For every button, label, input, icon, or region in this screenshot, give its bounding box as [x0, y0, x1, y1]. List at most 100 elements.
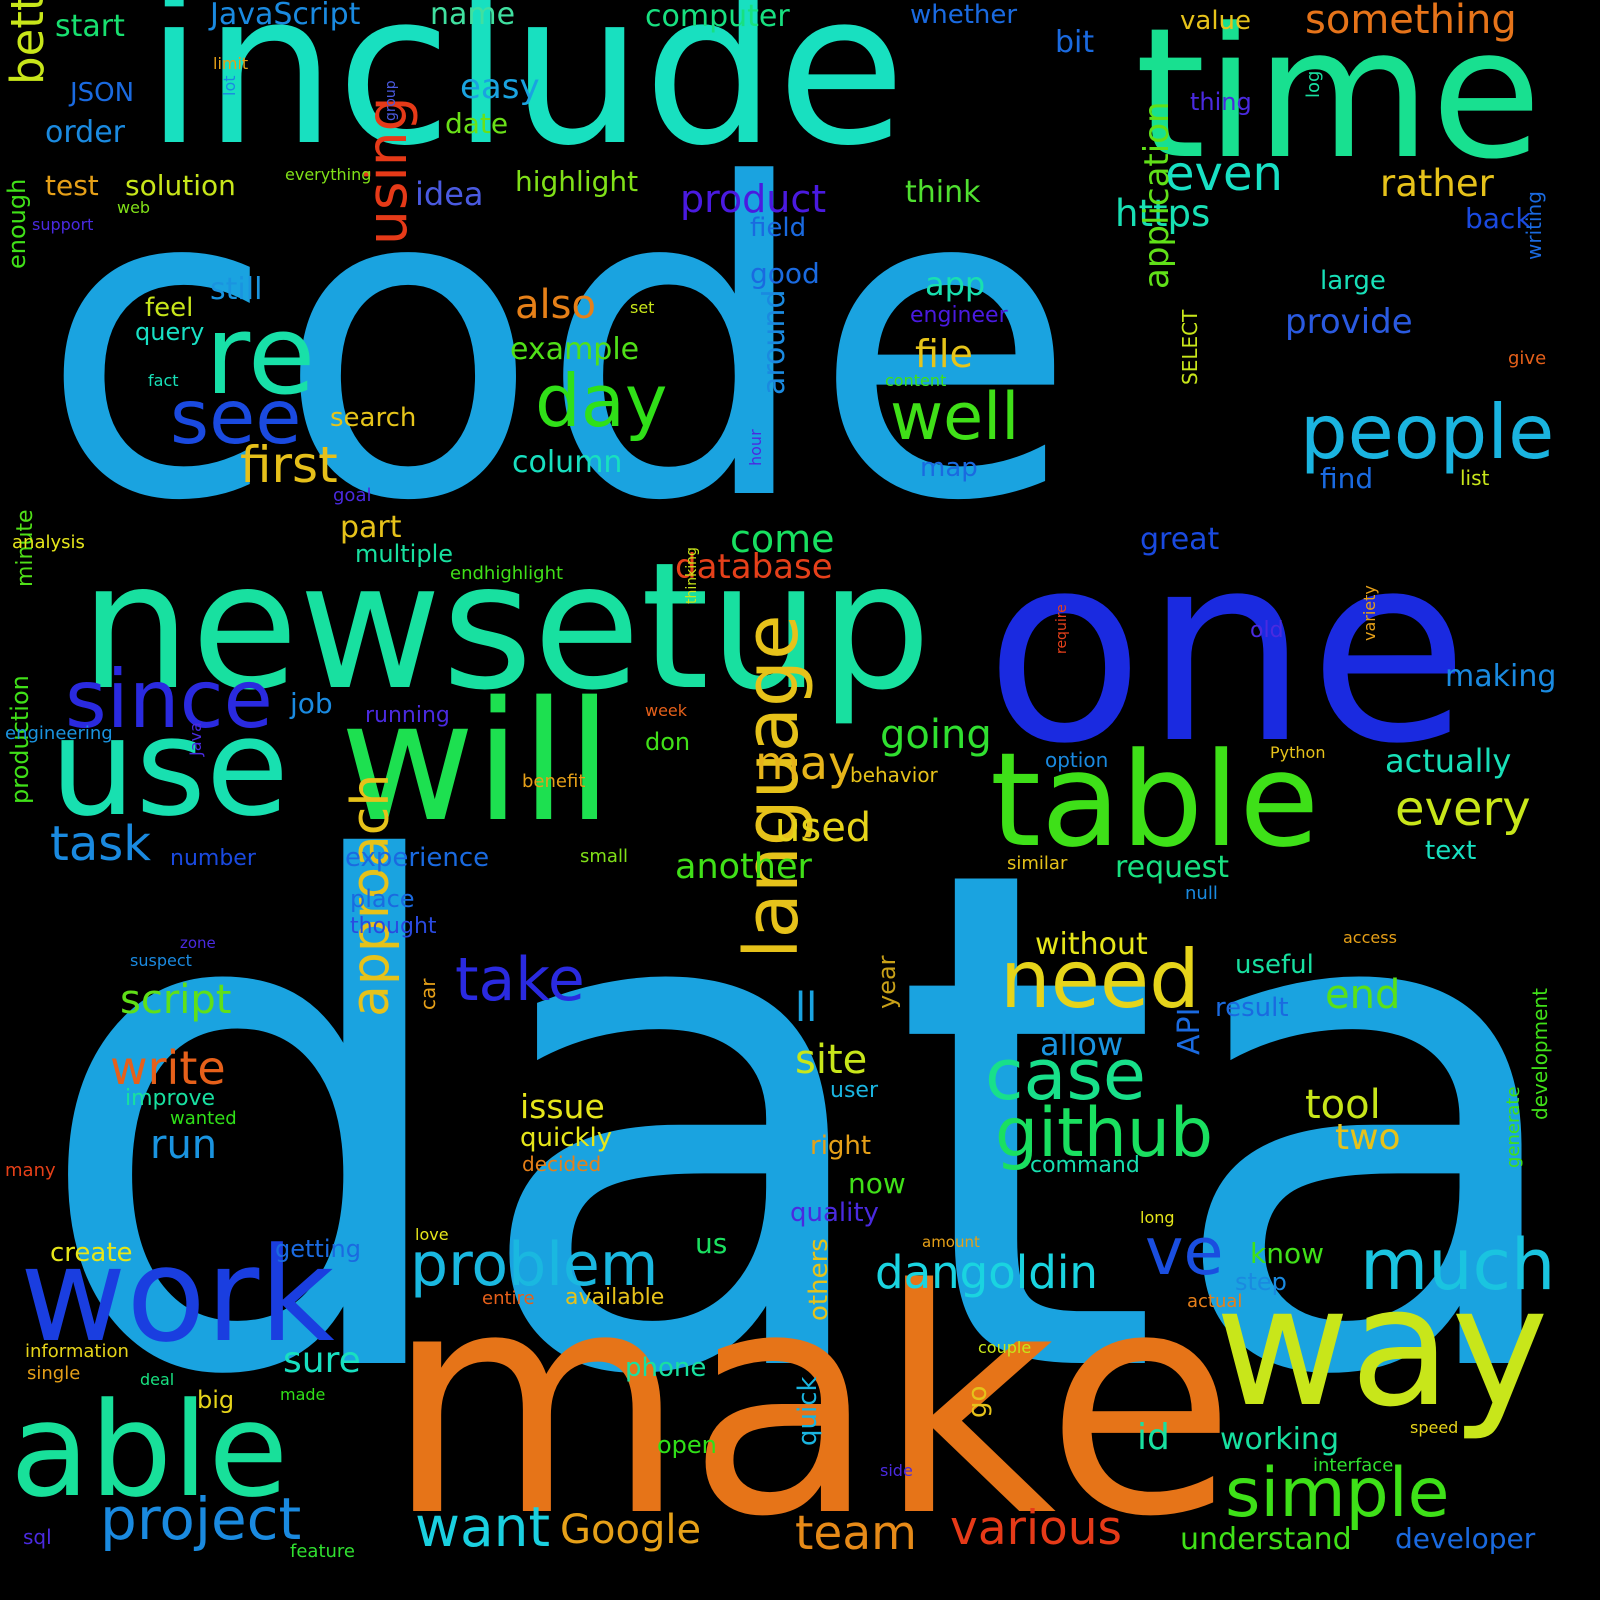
word: something: [1305, 0, 1517, 43]
word: goal: [333, 485, 372, 506]
word: writing: [1522, 191, 1546, 260]
word: rather: [1380, 162, 1494, 205]
word: enough: [3, 178, 31, 269]
word: used: [775, 805, 872, 851]
word: list: [1460, 466, 1490, 490]
word: quick: [793, 1376, 823, 1446]
word: much: [1360, 1224, 1556, 1306]
word: car: [416, 978, 440, 1010]
word: result: [1215, 993, 1289, 1023]
word: provide: [1285, 302, 1413, 342]
word: now: [848, 1167, 906, 1200]
word: think: [905, 175, 981, 210]
word: site: [795, 1037, 868, 1083]
word: may: [755, 736, 856, 790]
word: simple: [1225, 1454, 1450, 1533]
word: engineer: [910, 303, 1008, 328]
word: generate: [1503, 1086, 1524, 1168]
word: ve: [1145, 1215, 1224, 1290]
word: first: [240, 436, 338, 494]
word: back: [1465, 202, 1532, 235]
word: quickly: [520, 1123, 613, 1153]
word: love: [415, 1225, 449, 1244]
word: group: [383, 80, 399, 121]
word: variety: [1360, 585, 1379, 641]
word: search: [330, 403, 417, 433]
word: take: [455, 945, 585, 1015]
word: request: [1115, 850, 1230, 885]
word: various: [950, 1501, 1123, 1556]
word: go: [963, 1385, 993, 1418]
word: null: [1185, 883, 1218, 904]
word: actual: [1187, 1291, 1243, 1312]
word: others: [804, 1238, 834, 1321]
word: place: [350, 885, 415, 913]
word: going: [880, 712, 992, 758]
word: user: [830, 1078, 878, 1103]
word: analysis: [12, 532, 85, 553]
word: don: [645, 728, 691, 756]
word: require: [1054, 604, 1070, 654]
word: Python: [1270, 743, 1326, 762]
word: even: [1165, 146, 1283, 202]
word: thinking: [684, 547, 700, 604]
word: quality: [790, 1198, 879, 1228]
word: right: [810, 1131, 872, 1161]
word: run: [150, 1122, 218, 1168]
word: tool: [1305, 1082, 1381, 1128]
word: database: [675, 547, 833, 587]
word: write: [110, 1041, 226, 1095]
word: development: [1528, 988, 1552, 1120]
word: ll: [795, 985, 818, 1031]
word: value: [1180, 6, 1252, 36]
word: task: [50, 816, 152, 872]
word: us: [695, 1227, 728, 1260]
word: improve: [125, 1086, 216, 1111]
word: small: [580, 846, 628, 867]
word: product: [680, 177, 827, 221]
word: without: [1035, 927, 1148, 962]
word: Google: [560, 1507, 702, 1553]
word: create: [50, 1238, 133, 1268]
word: field: [750, 213, 807, 243]
word: issue: [520, 1087, 605, 1126]
word: access: [1343, 928, 1397, 947]
word: better: [1, 0, 54, 85]
word: running: [365, 703, 450, 728]
word: year: [873, 955, 901, 1009]
word: one: [985, 499, 1469, 801]
word: open: [657, 1431, 717, 1459]
word: feel: [145, 293, 194, 323]
word: information: [25, 1341, 129, 1362]
word: see: [170, 373, 302, 461]
word: everything: [285, 165, 372, 184]
word: fact: [148, 371, 179, 390]
word: map: [920, 453, 978, 483]
word: option: [1045, 748, 1109, 772]
word: column: [512, 445, 623, 480]
word: around: [757, 289, 792, 395]
word: easy: [460, 67, 540, 107]
word: hour: [746, 429, 765, 466]
word: good: [750, 257, 820, 290]
word: engineering: [5, 723, 113, 744]
word: thought: [350, 914, 437, 939]
word: able: [10, 1374, 289, 1526]
word: content: [885, 371, 947, 390]
word: working: [1220, 1422, 1339, 1457]
word: allow: [1040, 1025, 1124, 1063]
word: application: [1137, 101, 1177, 289]
word: sql: [23, 1525, 52, 1549]
word: id: [1137, 1417, 1170, 1458]
word: big: [197, 1386, 235, 1414]
word: app: [925, 265, 986, 303]
word: available: [565, 1285, 665, 1310]
word: project: [100, 1485, 302, 1553]
word: https: [1115, 192, 1211, 235]
word: similar: [1007, 853, 1068, 874]
word: behavior: [850, 763, 938, 787]
word: use: [50, 689, 289, 846]
word: interface: [1313, 1455, 1394, 1476]
word: SELECT: [1178, 309, 1202, 385]
word: number: [170, 846, 256, 871]
